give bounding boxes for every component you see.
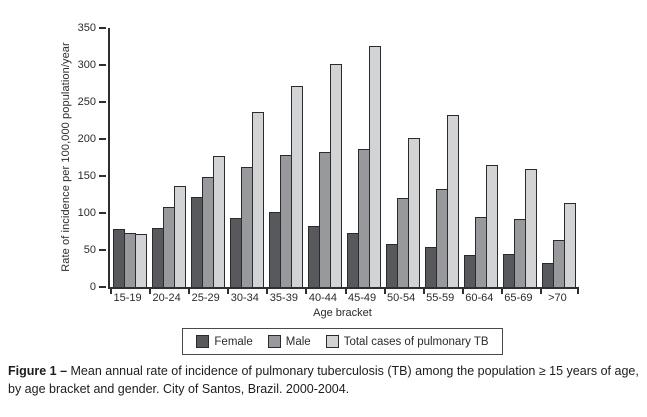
legend-row: Female Male Total cases of pulmonary TB bbox=[108, 328, 577, 355]
bar-group-15-19 bbox=[110, 229, 149, 287]
bar-group-45-49 bbox=[345, 46, 384, 287]
legend-swatch-icon bbox=[196, 335, 210, 348]
y-tick-label: 300 bbox=[77, 59, 96, 71]
x-tick-mark bbox=[188, 289, 191, 294]
x-tick-mark bbox=[461, 289, 464, 294]
x-axis-title: Age bracket bbox=[313, 307, 372, 319]
bar-total-60-64 bbox=[486, 165, 499, 287]
x-tick-label: 55-59 bbox=[426, 292, 455, 304]
x-tick-mark bbox=[110, 289, 112, 294]
x-tick-label: 40-44 bbox=[308, 292, 338, 304]
x-tick-mark bbox=[266, 289, 269, 294]
y-tick-mark bbox=[99, 27, 106, 29]
x-tick-mark bbox=[305, 289, 308, 294]
x-tick-label: 60-64 bbox=[465, 292, 494, 304]
y-tick-label: 0 bbox=[89, 281, 96, 293]
bar-total-45-49 bbox=[369, 46, 382, 287]
bar-total-40-44 bbox=[329, 64, 342, 287]
y-tick-label: 50 bbox=[83, 244, 96, 256]
bar-total->70 bbox=[564, 203, 577, 287]
y-tick-mark bbox=[99, 101, 106, 103]
plot-area bbox=[99, 27, 579, 294]
x-tick-mark bbox=[227, 289, 230, 294]
y-tick-mark bbox=[99, 138, 106, 140]
bar-total-35-39 bbox=[290, 86, 303, 287]
x-tick-mark bbox=[383, 289, 386, 294]
x-tick-label: >70 bbox=[548, 292, 567, 304]
bar-total-50-54 bbox=[408, 138, 421, 287]
bar-total-65-69 bbox=[525, 169, 538, 287]
x-tick-label: 20-24 bbox=[152, 292, 181, 304]
figure-caption: Figure 1 – Mean annual rate of incidence… bbox=[8, 363, 641, 398]
y-tick-label: 350 bbox=[77, 22, 96, 34]
y-tick-mark bbox=[99, 175, 106, 177]
bar-group-50-54 bbox=[384, 138, 423, 287]
x-tick-mark bbox=[577, 289, 579, 294]
y-tick-label: 200 bbox=[77, 133, 96, 145]
bar-group-20-24 bbox=[149, 186, 188, 287]
legend-item-total: Total cases of pulmonary TB bbox=[325, 335, 489, 348]
x-tick-label: 50-54 bbox=[387, 292, 416, 304]
y-tick-mark bbox=[99, 64, 106, 66]
bar-total-15-19 bbox=[134, 234, 147, 287]
bar-group-60-64 bbox=[462, 165, 501, 287]
bar-group-25-29 bbox=[188, 156, 227, 287]
legend-swatch-icon bbox=[267, 335, 281, 348]
legend-swatch-icon bbox=[325, 335, 339, 348]
legend-label: Male bbox=[285, 335, 311, 348]
y-tick-mark bbox=[99, 286, 106, 288]
y-tick-label: 150 bbox=[77, 170, 96, 182]
bar-group-65-69 bbox=[501, 169, 540, 287]
figure-caption-label: Figure 1 – bbox=[8, 364, 68, 378]
legend-box: Female Male Total cases of pulmonary TB bbox=[182, 328, 503, 355]
x-tick-mark bbox=[149, 289, 152, 294]
bar-group-35-39 bbox=[266, 86, 305, 287]
bar-group-55-59 bbox=[423, 115, 462, 287]
y-tick-mark bbox=[99, 249, 106, 251]
bar-total-20-24 bbox=[173, 186, 186, 287]
bar-total-30-34 bbox=[251, 112, 264, 287]
legend-label: Total cases of pulmonary TB bbox=[343, 335, 489, 348]
x-tick-mark bbox=[422, 289, 425, 294]
x-axis-tick-labels: 15-19 20-24 25-29 30-34 35-39 40-44 45-49 50-54… bbox=[108, 292, 577, 306]
bar-total-25-29 bbox=[212, 156, 225, 287]
x-tick-mark bbox=[539, 289, 542, 294]
x-tick-label: 35-39 bbox=[269, 292, 298, 304]
x-tick-label: 30-34 bbox=[230, 292, 259, 304]
y-tick-label: 100 bbox=[77, 207, 96, 219]
y-axis-tick-labels: 0 50 100 150 200 250 300 350 bbox=[0, 22, 96, 293]
legend-label: Female bbox=[214, 335, 253, 348]
x-tick-label: 45-49 bbox=[347, 292, 377, 304]
x-tick-label: 15-19 bbox=[113, 292, 142, 304]
bar-total-55-59 bbox=[447, 115, 460, 287]
bar-group-30-34 bbox=[227, 112, 266, 287]
x-tick-mark bbox=[500, 289, 503, 294]
y-tick-mark bbox=[99, 212, 106, 214]
legend-item-female: Female bbox=[196, 335, 253, 348]
x-tick-mark bbox=[344, 289, 347, 294]
bar-group-40-44 bbox=[305, 64, 344, 287]
x-tick-label: 25-29 bbox=[191, 292, 220, 304]
y-tick-label: 250 bbox=[77, 96, 96, 108]
bar-group->70 bbox=[540, 203, 579, 287]
legend-item-male: Male bbox=[267, 335, 311, 348]
x-tick-label: 65-69 bbox=[504, 292, 533, 304]
figure-caption-text: Mean annual rate of incidence of pulmona… bbox=[8, 364, 639, 396]
